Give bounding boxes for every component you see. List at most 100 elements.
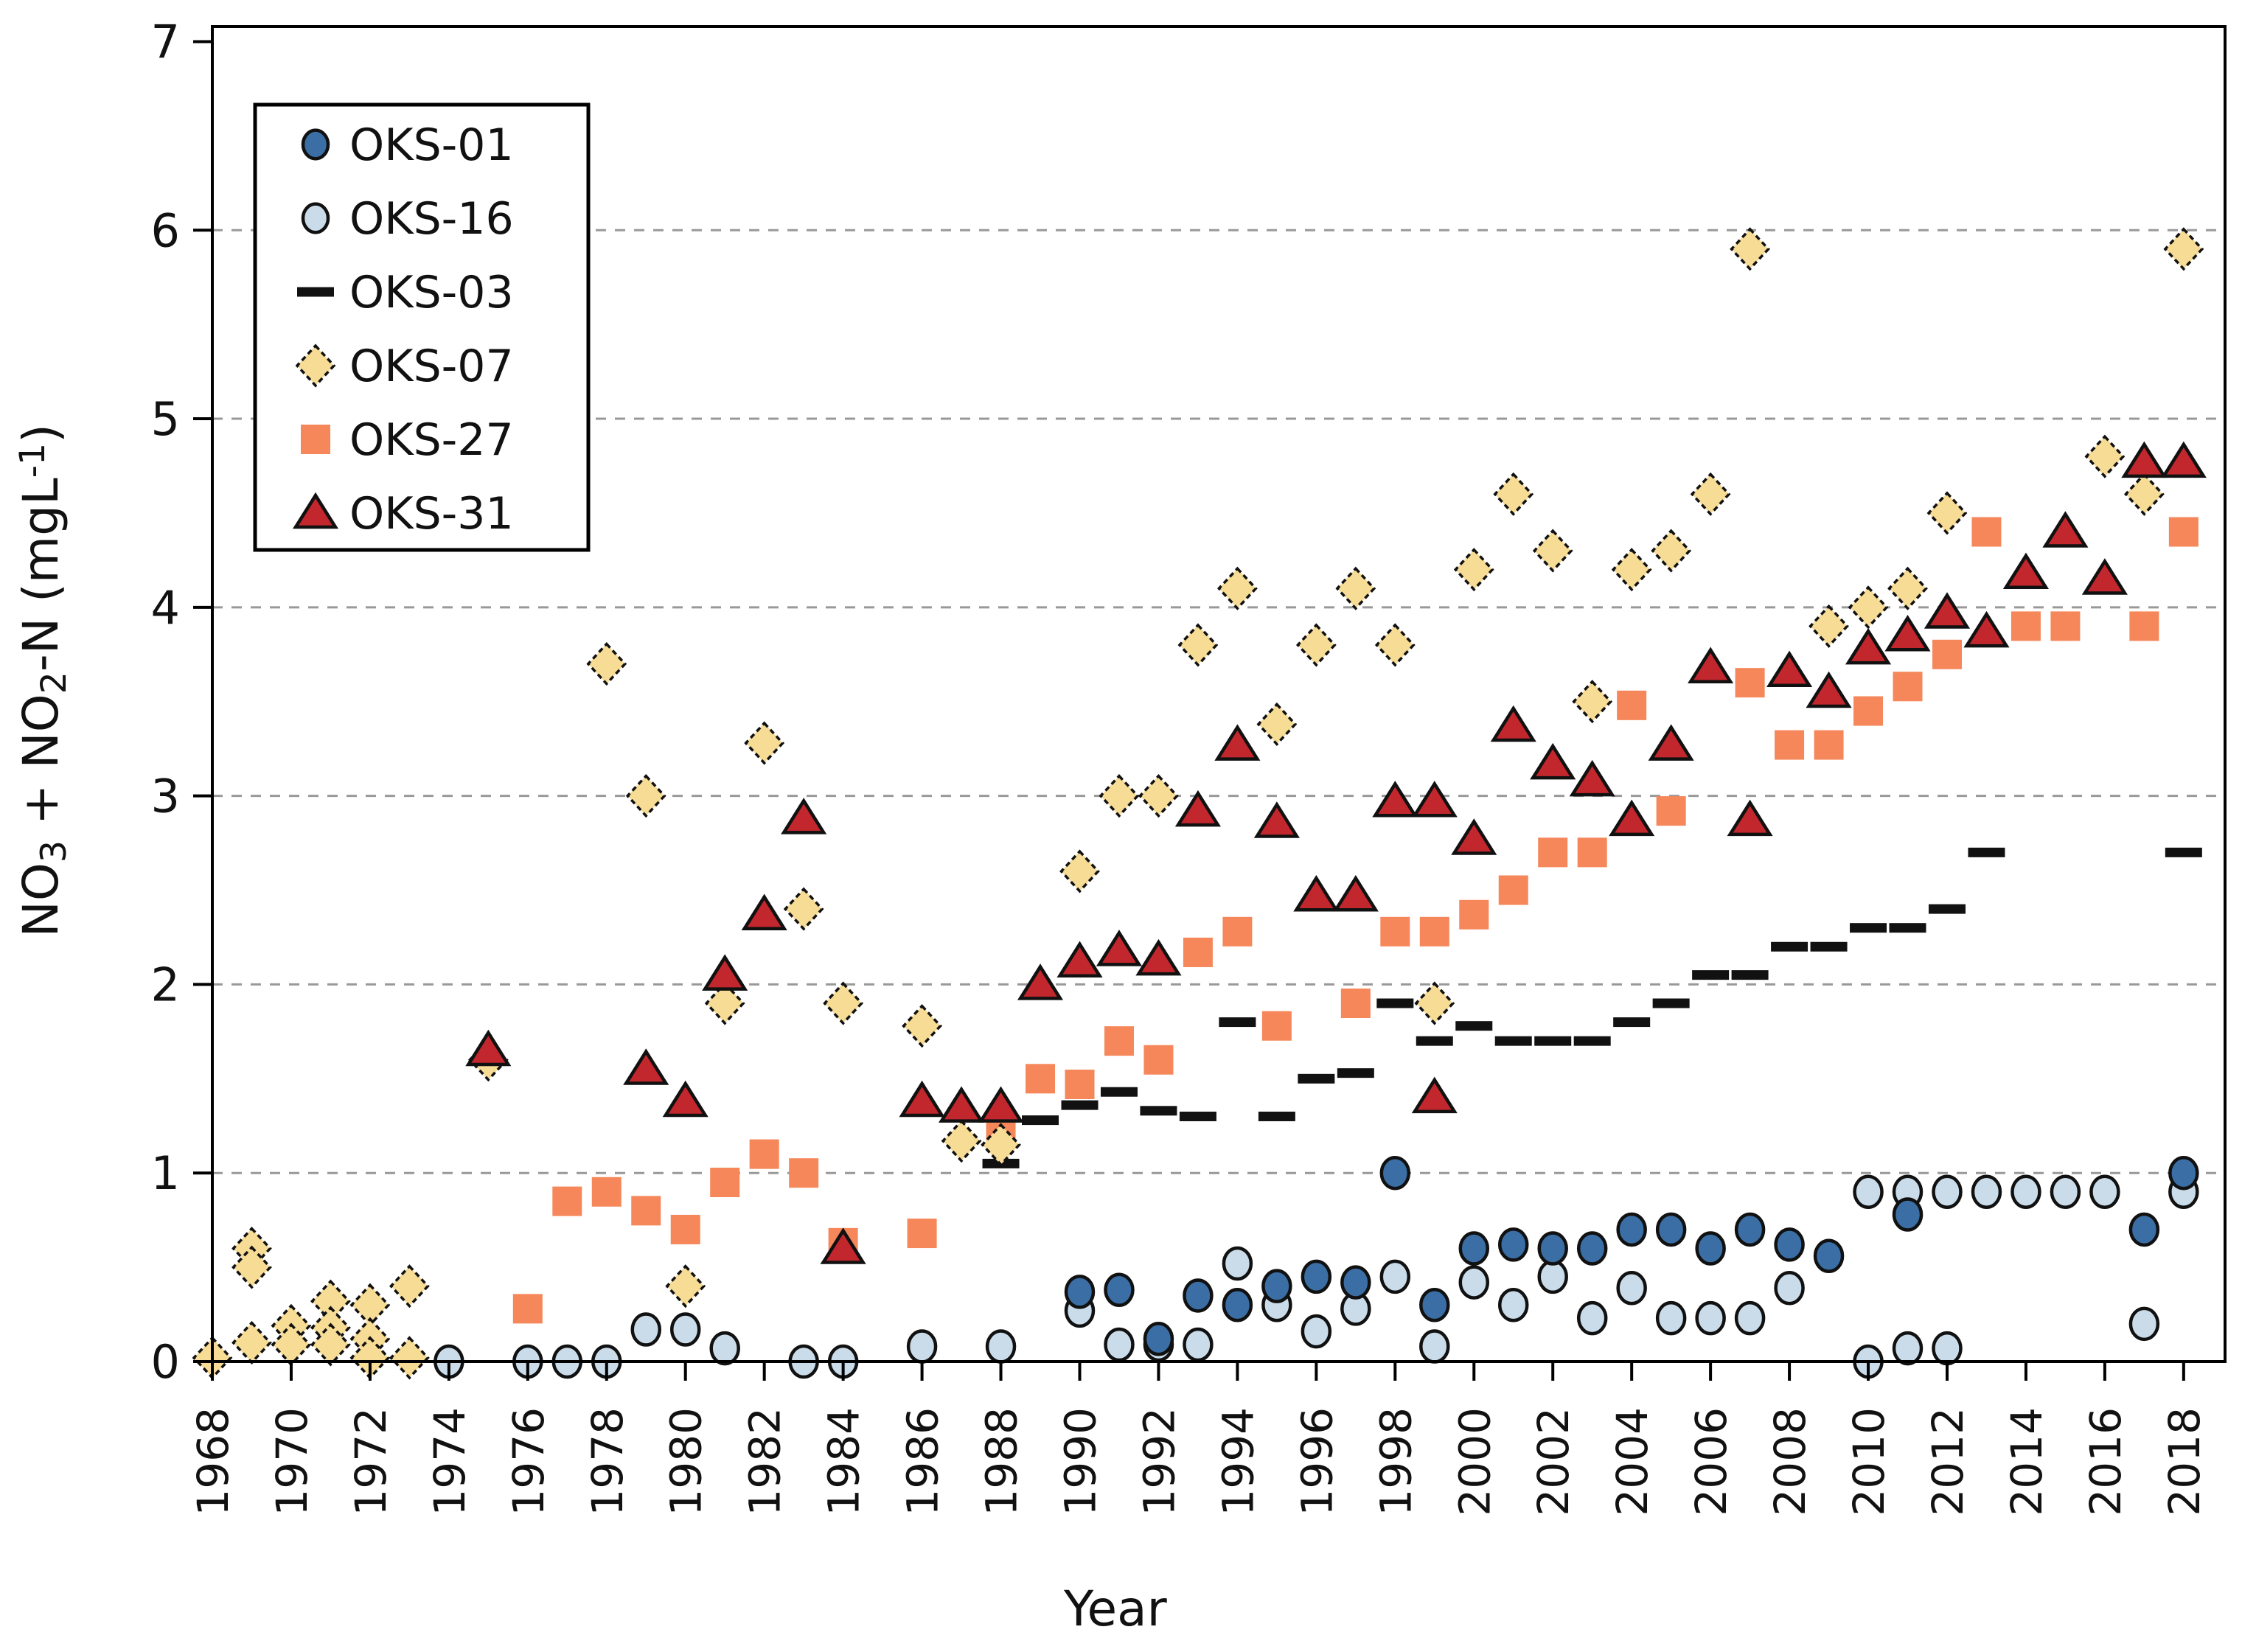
point-triangle: [1056, 941, 1103, 977]
point-triangle: [1490, 705, 1536, 742]
y-axis: 0 1 2 3 4 5 6 7 NO3 + NO2-N (mgL-1): [13, 15, 212, 1389]
point-circle: [1064, 1275, 1096, 1309]
point-diamond: [744, 721, 785, 765]
point-square: [907, 1219, 937, 1249]
point-triangle: [1766, 650, 1813, 688]
point-circle: [1695, 1300, 1726, 1336]
y-tick-label: 3: [151, 770, 180, 823]
series-OKS-31: [465, 441, 2207, 1264]
point-dash: [1731, 970, 1769, 980]
point-square: [1143, 1045, 1174, 1075]
series-OKS-27: [512, 517, 2199, 1324]
point-circle: [1222, 1288, 1253, 1322]
point-diamond: [231, 1320, 272, 1365]
point-diamond: [1572, 680, 1613, 724]
point-diamond: [389, 1264, 430, 1308]
point-dash: [1692, 970, 1730, 980]
point-square: [1340, 988, 1371, 1018]
point-triangle: [1569, 759, 1615, 797]
point-dash: [1968, 847, 2005, 857]
point-square: [1419, 916, 1449, 947]
x-tick-label: 2006: [1686, 1407, 1736, 1516]
point-dash: [1573, 1036, 1611, 1046]
x-tick-label: 2016: [2081, 1407, 2131, 1516]
point-triangle: [1963, 610, 2010, 648]
point-circle: [1655, 1212, 1687, 1247]
point-square: [1459, 899, 1489, 930]
point-dash: [1179, 1111, 1216, 1121]
point-diamond: [1374, 623, 1416, 667]
point-square: [1380, 916, 1410, 947]
point-square: [1498, 875, 1528, 905]
point-dash: [1022, 1115, 1059, 1126]
point-diamond: [389, 1336, 430, 1380]
point-triangle: [1727, 799, 1773, 837]
point-diamond: [231, 1245, 272, 1289]
x-tick-label: 1982: [740, 1407, 790, 1516]
y-tick-label: 7: [151, 15, 180, 69]
point-triangle: [978, 1086, 1024, 1123]
x-tick-label: 1992: [1134, 1407, 1184, 1516]
legend-label: OKS-31: [349, 488, 514, 540]
point-diamond: [1848, 585, 1889, 630]
point-diamond: [704, 981, 745, 1025]
point-circle: [1892, 1331, 1924, 1366]
point-circle: [1971, 1174, 2002, 1210]
y-axis-title: NO3 + NO2-N (mgL-1): [13, 424, 74, 937]
point-triangle: [899, 1080, 945, 1118]
x-tick-label: 1968: [188, 1407, 238, 1516]
point-circle: [669, 1312, 701, 1347]
point-circle: [630, 1312, 661, 1347]
point-triangle: [662, 1080, 709, 1118]
point-square: [1775, 730, 1805, 760]
x-tick-label: 1972: [346, 1407, 396, 1516]
point-dash: [1140, 1106, 1177, 1116]
x-tick-label: 1998: [1371, 1407, 1421, 1516]
point-square: [591, 1177, 622, 1207]
series-OKS-07: [192, 227, 2204, 1380]
x-tick-label: 1976: [504, 1407, 554, 1516]
point-diamond: [1099, 774, 1140, 818]
legend-item-OKS-07: OKS-07: [295, 341, 514, 392]
point-circle: [1616, 1212, 1647, 1247]
point-dash: [1298, 1073, 1335, 1084]
point-triangle: [1174, 790, 1221, 827]
legend-label: OKS-27: [349, 414, 514, 466]
point-square: [631, 1196, 661, 1226]
point-dash: [1258, 1111, 1295, 1121]
point-diamond: [1926, 491, 1968, 535]
point-circle: [1379, 1259, 1411, 1294]
point-circle: [301, 128, 330, 161]
point-circle: [1576, 1231, 1608, 1266]
point-diamond: [941, 1119, 982, 1163]
x-tick-label: 2012: [1923, 1407, 1973, 1516]
point-circle: [1301, 1259, 1332, 1294]
point-triangle: [1135, 938, 1182, 976]
point-triangle: [2081, 558, 2128, 595]
point-dash: [1652, 998, 1690, 1008]
point-square: [512, 1294, 543, 1324]
legend-label: OKS-01: [349, 119, 514, 171]
point-circle: [1576, 1300, 1608, 1336]
point-circle: [301, 202, 330, 234]
point-square: [1971, 517, 2002, 547]
point-square: [1932, 639, 1962, 669]
point-circle: [1340, 1265, 1371, 1300]
point-circle: [1734, 1212, 1766, 1247]
point-diamond: [783, 887, 824, 931]
point-circle: [1183, 1278, 1214, 1313]
point-triangle: [1884, 614, 1931, 652]
point-square: [2168, 517, 2199, 547]
point-diamond: [1177, 623, 1219, 667]
point-diamond: [1887, 566, 1928, 610]
point-diamond: [2084, 434, 2126, 478]
point-circle: [1537, 1231, 1568, 1266]
x-tick-label: 1990: [1055, 1407, 1105, 1516]
point-circle: [1379, 1155, 1411, 1191]
point-circle: [1419, 1329, 1450, 1364]
point-circle: [2128, 1212, 2160, 1247]
point-diamond: [1453, 548, 1494, 592]
point-dash: [2165, 847, 2202, 857]
point-diamond: [2123, 472, 2165, 516]
